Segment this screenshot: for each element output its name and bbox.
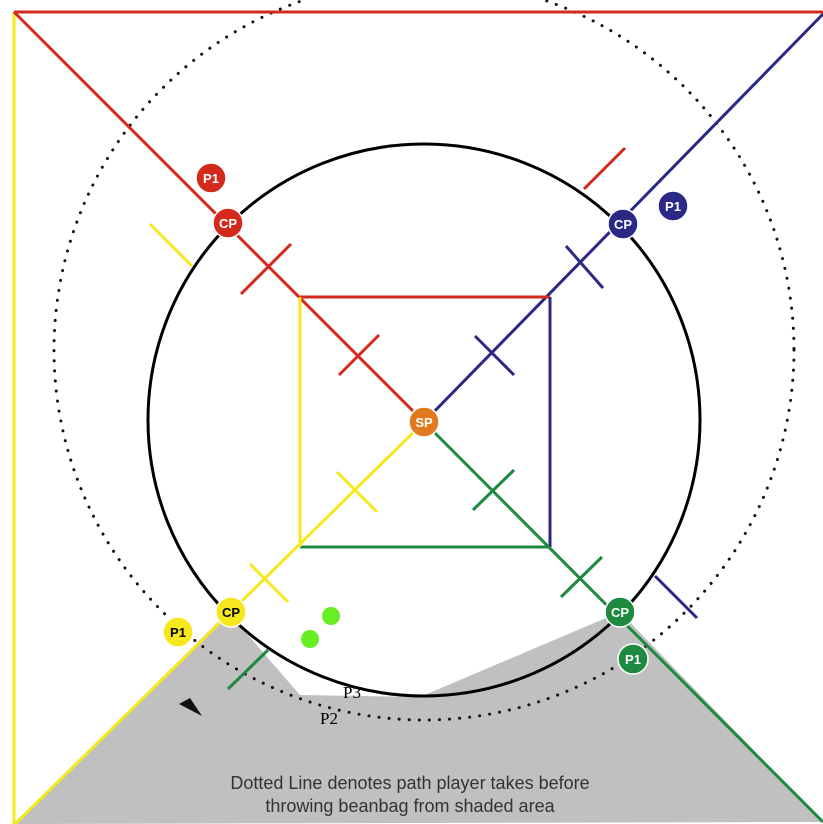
red-tick-outer bbox=[239, 242, 293, 296]
label-p3: P3 bbox=[343, 683, 361, 702]
checkpoint-navy: CP bbox=[607, 208, 639, 240]
dotted-path-arrow bbox=[179, 698, 202, 716]
start-point-label: SP bbox=[415, 415, 433, 430]
checkpoint-green: CP bbox=[604, 596, 636, 628]
player-green: P1 bbox=[617, 643, 649, 675]
player-yellow-label: P1 bbox=[170, 625, 186, 640]
player-red-label: P1 bbox=[203, 171, 219, 186]
checkpoint-yellow: CP bbox=[215, 596, 247, 628]
caption-line-2: throwing beanbag from shaded area bbox=[265, 796, 555, 816]
player-green-label: P1 bbox=[625, 652, 641, 667]
checkpoint-green-label: CP bbox=[611, 605, 629, 620]
navy-tick-far bbox=[653, 574, 699, 620]
navy-tick-outer bbox=[564, 245, 605, 289]
marker-dot-upper bbox=[322, 607, 340, 625]
label-p2: P2 bbox=[320, 709, 338, 728]
yellow-tick-far bbox=[148, 222, 194, 268]
red-tick-far bbox=[582, 146, 627, 191]
main-circle bbox=[146, 142, 702, 698]
dotted-path-circle bbox=[52, 0, 796, 722]
yellow-tick-outer bbox=[248, 562, 290, 604]
marker-dot-lower bbox=[301, 630, 319, 648]
player-yellow: P1 bbox=[162, 616, 194, 648]
green-tick-inner bbox=[471, 468, 516, 512]
caption: Dotted Line denotes path player takes be… bbox=[160, 772, 660, 818]
red-tick-inner bbox=[337, 333, 381, 377]
player-navy-label: P1 bbox=[665, 199, 681, 214]
checkpoint-yellow-label: CP bbox=[222, 605, 240, 620]
start-point: SP bbox=[408, 406, 440, 438]
green-tick-outer bbox=[559, 555, 604, 599]
caption-line-1: Dotted Line denotes path player takes be… bbox=[230, 773, 590, 793]
player-red: P1 bbox=[195, 162, 227, 194]
checkpoint-red-label: CP bbox=[219, 216, 237, 231]
green-tick-far bbox=[226, 648, 270, 691]
checkpoint-navy-label: CP bbox=[614, 217, 632, 232]
navy-tick-inner bbox=[473, 334, 516, 377]
tick-marks bbox=[148, 146, 699, 691]
yellow-tick-inner bbox=[335, 470, 379, 514]
player-navy: P1 bbox=[657, 190, 689, 222]
checkpoint-red: CP bbox=[212, 207, 244, 239]
